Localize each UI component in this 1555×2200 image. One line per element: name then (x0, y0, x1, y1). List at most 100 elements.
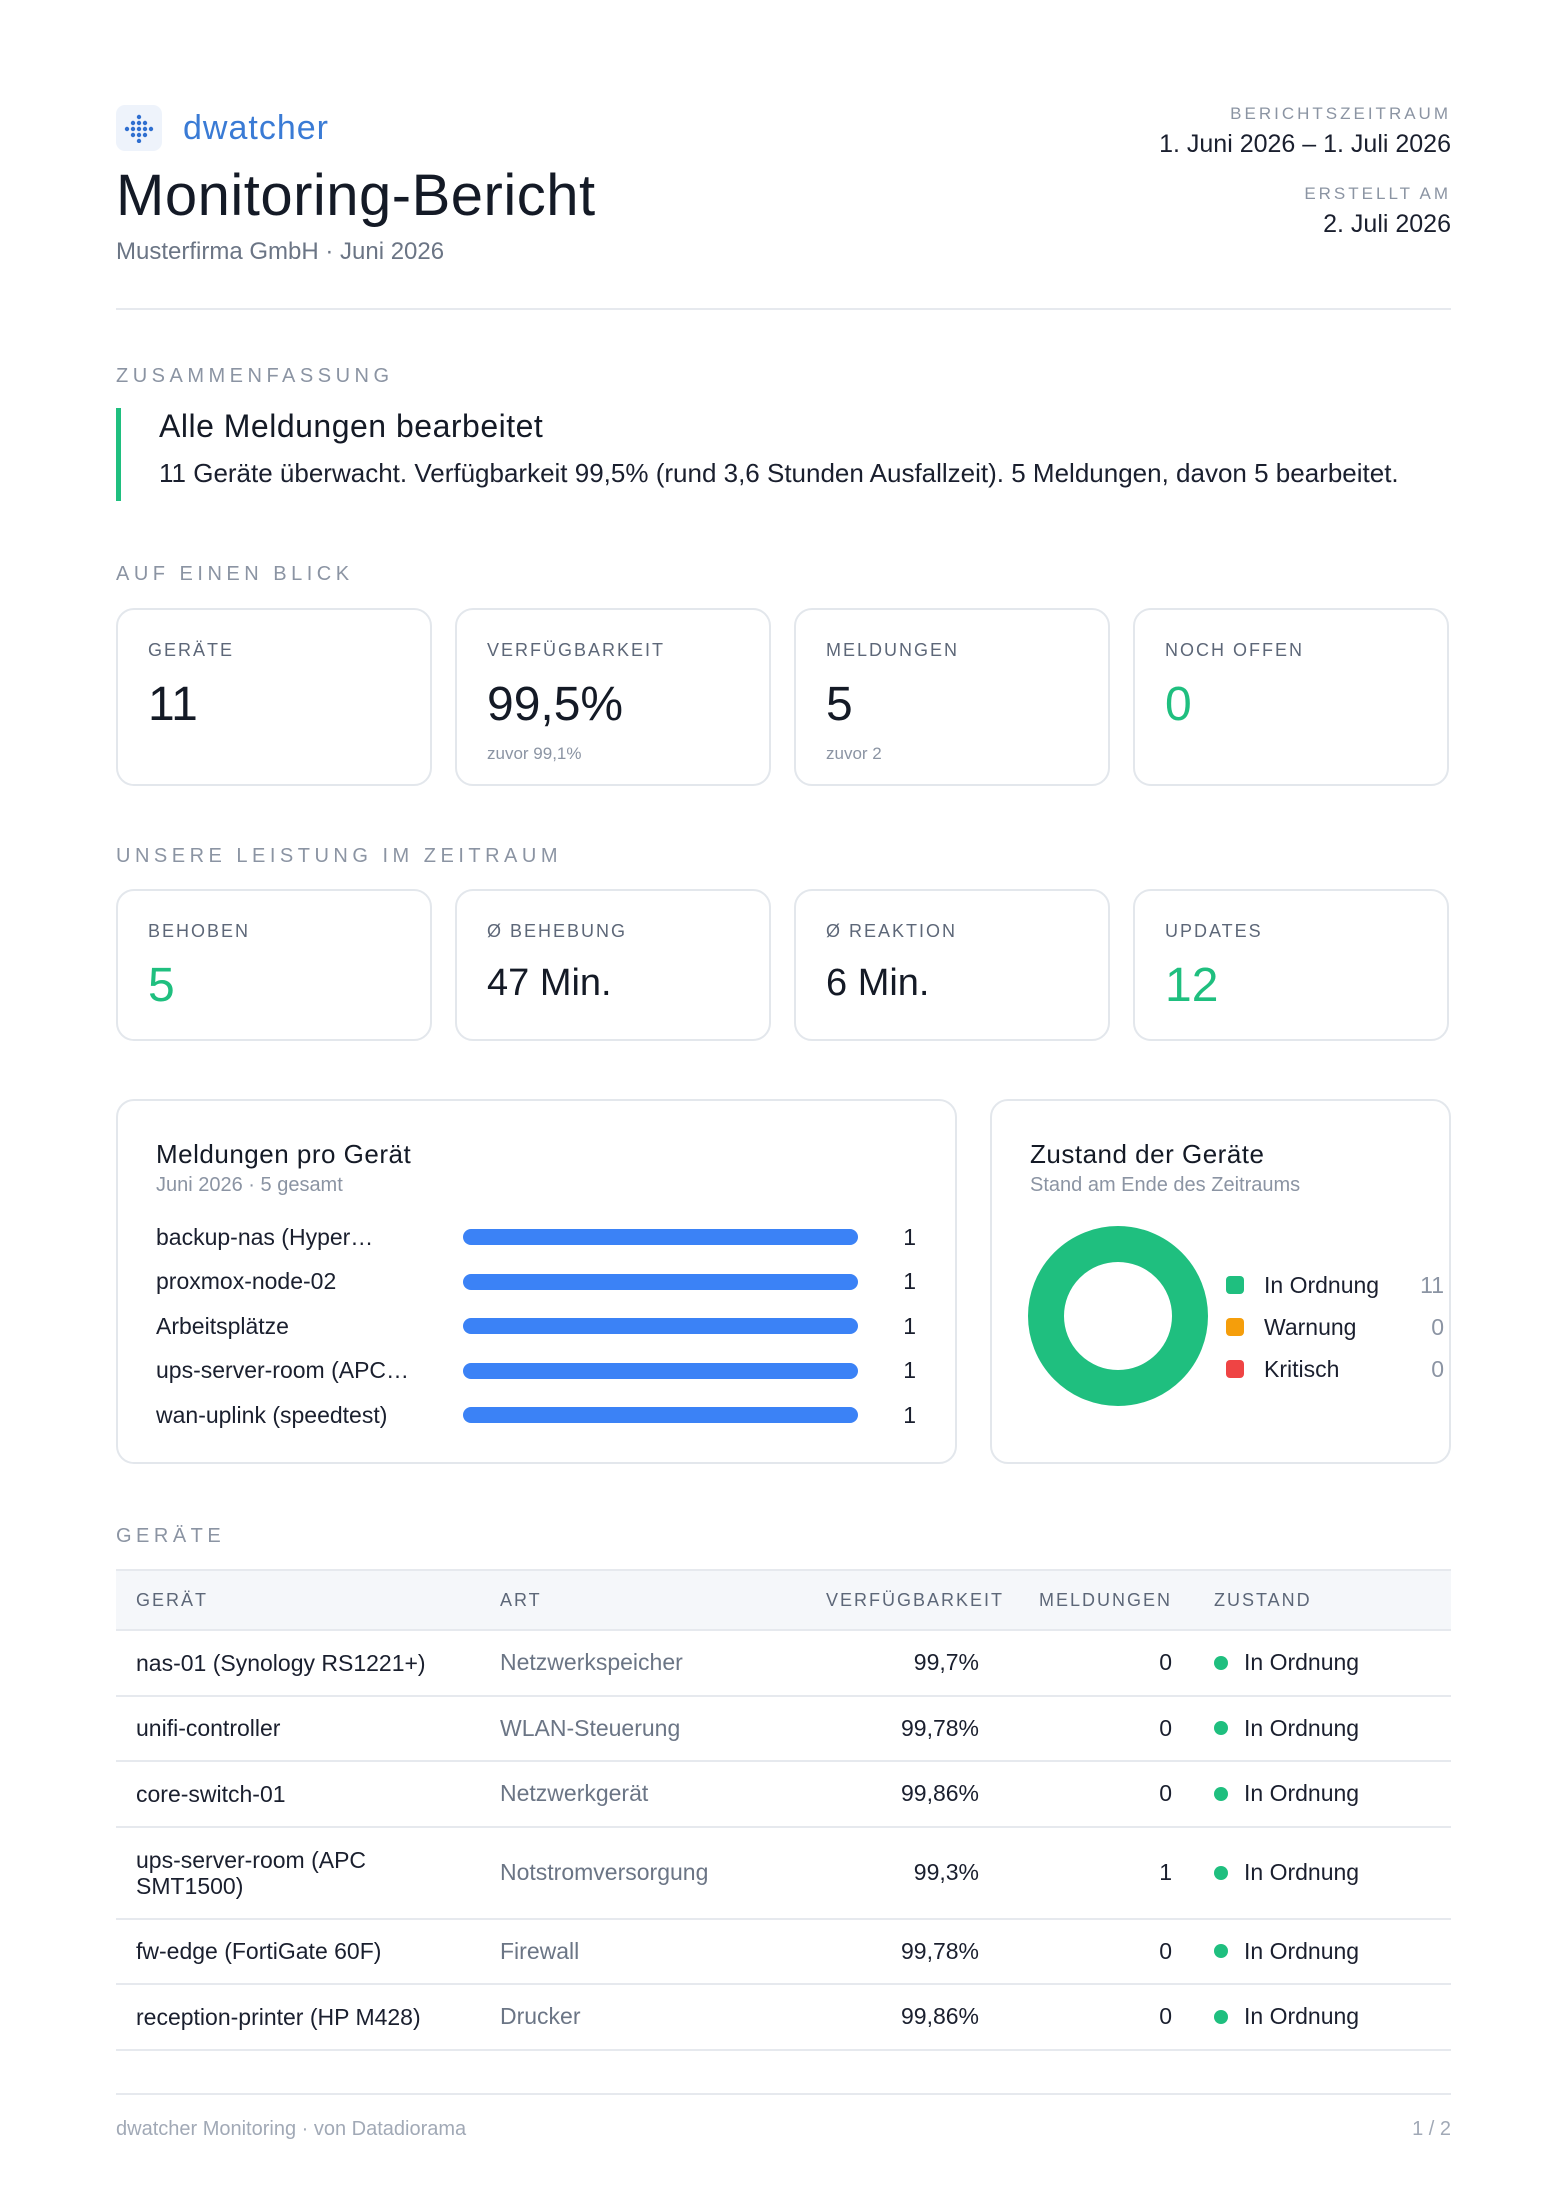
bar-row: ups-server-room (APC… 1 (156, 1349, 916, 1394)
kpi-value: 99,5% (487, 678, 624, 731)
bar (463, 1273, 858, 1290)
legend-count: 11 (1420, 1271, 1444, 1298)
donut-slice-in-ordnung (1028, 1226, 1208, 1406)
cell-device-name: ups-server-room (APC SMT1500) (136, 1846, 367, 1899)
kpi-card-updates: UPDATES 12 (1133, 889, 1449, 1041)
status-legend: In Ordnung 11 Warnung 0 Kritisch 0 (1226, 1264, 1444, 1390)
cell-device-name: core-switch-01 (136, 1780, 286, 1807)
page-footer: dwatcher Monitoring · von Datadiorama 1 … (116, 2118, 1451, 2141)
bar-category-label: ups-server-room (APC… (156, 1357, 410, 1384)
cell-availability: 99,86% (900, 2003, 979, 2030)
performance-section-label: UNSERE LEISTUNG IM ZEITRAUM (116, 845, 562, 867)
kpi-card-alerts: MELDUNGEN 5 zuvor 2 (794, 608, 1110, 786)
cell-device-type: Firewall (500, 1937, 580, 1964)
kpi-card-resolved: BEHOBEN 5 (116, 889, 432, 1041)
legend-item: Kritisch 0 (1226, 1348, 1444, 1390)
kpi-card-open: NOCH OFFEN 0 (1133, 608, 1449, 786)
bar-value-label: 1 (903, 1268, 916, 1295)
cell-availability: 99,7% (913, 1649, 979, 1676)
kpi-previous: zuvor 99,1% (487, 744, 582, 763)
kpi-label: Ø BEHEBUNG (487, 921, 628, 941)
created-value: 2. Juli 2026 (1323, 210, 1451, 238)
table-row: fw-edge (FortiGate 60F) Firewall 99,78% 0 In… (116, 1920, 1451, 1985)
table-header: GERÄT ART VERFÜGBARKEIT MELDUNGEN ZUSTAN… (116, 1569, 1451, 1631)
page-title: Monitoring-Bericht (116, 163, 596, 228)
status-donut-chart (1028, 1226, 1208, 1406)
footer-divider (116, 2093, 1451, 2095)
bar-track (463, 1362, 858, 1379)
status-dot-icon (1214, 1944, 1228, 1959)
cell-availability: 99,78% (900, 1714, 979, 1741)
alerts-chart-subtitle: Juni 2026 · 5 gesamt (156, 1174, 343, 1196)
legend-count: 0 (1431, 1355, 1444, 1382)
kpi-value: 5 (148, 959, 175, 1012)
legend-swatch (1226, 1276, 1244, 1294)
status-label: In Ordnung (1244, 2003, 1360, 2030)
cell-alerts: 0 (1159, 1780, 1172, 1807)
alerts-chart-title: Meldungen pro Gerät (156, 1139, 412, 1169)
cell-status: In Ordnung (1172, 1859, 1451, 1886)
summary-section-label: ZUSAMMENFASSUNG (116, 365, 394, 387)
status-chart-title: Zustand der Geräte (1030, 1139, 1265, 1169)
bar-row: wan-uplink (speedtest) 1 (156, 1393, 916, 1438)
status-dot-icon (1214, 1865, 1228, 1880)
status-label: In Ordnung (1244, 1780, 1360, 1807)
summary-callout: Alle Meldungen bearbeitet 11 Geräte über… (116, 408, 1399, 501)
report-header: dwatcher Monitoring-Bericht Musterfirma … (116, 104, 1451, 309)
kpi-label: NOCH OFFEN (1165, 640, 1304, 660)
bar-value-label: 1 (903, 1357, 916, 1384)
kpi-label: VERFÜGBARKEIT (487, 640, 666, 660)
cell-status: In Ordnung (1172, 1780, 1451, 1807)
glance-section-label: AUF EINEN BLICK (116, 563, 354, 585)
kpi-previous: zuvor 2 (826, 744, 882, 763)
brand: dwatcher (116, 104, 1451, 152)
legend-label: In Ordnung (1264, 1271, 1380, 1298)
kpi-value: 11 (148, 678, 198, 731)
cell-status: In Ordnung (1172, 1649, 1451, 1676)
bar-row: backup-nas (Hyper… 1 (156, 1215, 916, 1260)
status-chart-subtitle: Stand am Ende des Zeitraums (1030, 1174, 1301, 1196)
devices-section-label: GERÄTE (116, 1525, 226, 1547)
page-subtitle: Musterfirma GmbH · Juni 2026 (116, 238, 445, 265)
cell-device-type: Netzwerkgerät (500, 1780, 649, 1807)
bar (463, 1362, 858, 1379)
header-divider (116, 308, 1451, 310)
column-header-device: GERÄT (136, 1589, 209, 1610)
devices-table: GERÄT ART VERFÜGBARKEIT MELDUNGEN ZUSTAN… (116, 1569, 1451, 2051)
alerts-bar-chart: backup-nas (Hyper… 1 proxmox-node-02 1 Arbei… (156, 1215, 916, 1438)
cell-alerts: 0 (1159, 1937, 1172, 1964)
status-dot-icon (1214, 2009, 1228, 2024)
bar-row: proxmox-node-02 1 (156, 1260, 916, 1305)
cell-device-type: Netzwerkspeicher (500, 1649, 683, 1676)
footer-credit: dwatcher Monitoring · von Datadiorama (116, 2118, 467, 2140)
column-header-alerts: MELDUNGEN (1038, 1589, 1172, 1610)
cell-status: In Ordnung (1172, 2003, 1451, 2030)
legend-item: In Ordnung 11 (1226, 1264, 1444, 1306)
bar-track (463, 1229, 858, 1246)
created-label: ERSTELLT AM (1304, 184, 1451, 203)
kpi-label: Ø REAKTION (826, 921, 958, 941)
cell-availability: 99,3% (913, 1859, 979, 1885)
bar-track (463, 1273, 858, 1290)
cell-availability: 99,86% (900, 1780, 979, 1807)
table-row: ups-server-room (APC SMT1500) Notstromver… (116, 1828, 1451, 1920)
cell-status: In Ordnung (1172, 1938, 1451, 1965)
table-row: nas-01 (Synology RS1221+) Netzwerkspeiche… (116, 1631, 1451, 1697)
legend-label: Kritisch (1264, 1355, 1340, 1382)
bar-row: Arbeitsplätze 1 (156, 1304, 916, 1349)
kpi-label: MELDUNGEN (826, 640, 960, 660)
table-row: reception-printer (HP M428) Drucker 99,86%… (116, 1985, 1451, 2051)
cell-device-name: fw-edge (FortiGate 60F) (136, 1938, 382, 1965)
bar (463, 1407, 858, 1424)
kpi-card-avg-response: Ø REAKTION 6 Min. (794, 889, 1110, 1041)
page-number: 1 / 2 (1412, 2118, 1451, 2140)
cell-alerts: 1 (1159, 1859, 1172, 1885)
legend-count: 0 (1431, 1313, 1444, 1340)
kpi-label: UPDATES (1165, 921, 1263, 941)
bar-category-label: Arbeitsplätze (156, 1312, 289, 1339)
status-label: In Ordnung (1244, 1859, 1360, 1885)
kpi-card-avg-resolution: Ø BEHEBUNG 47 Min. (455, 889, 771, 1041)
summary-text: 11 Geräte überwacht. Verfügbarkeit 99,5%… (159, 458, 1399, 488)
bar-category-label: backup-nas (Hyper… (156, 1223, 374, 1250)
report-meta: BERICHTSZEITRAUM 1. Juni 2026 – 1. Juli … (1159, 104, 1451, 239)
